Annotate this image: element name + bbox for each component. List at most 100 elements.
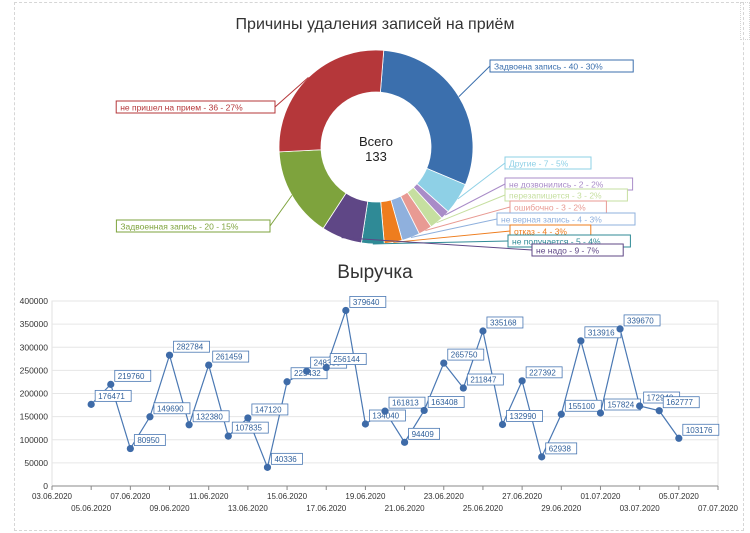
data-label: 157824 (607, 401, 634, 410)
donut-leader-line (393, 230, 511, 243)
data-label-box (94, 389, 132, 402)
data-label: 107835 (235, 424, 262, 433)
revenue-point (616, 325, 624, 333)
donut-label-не-надо-9-7: не надо - 9 - 7% (536, 246, 599, 256)
revenue-point (400, 438, 409, 446)
data-label-box (349, 296, 387, 308)
donut-leader-line (436, 194, 506, 224)
revenue-point (107, 380, 115, 388)
revenue-point (322, 363, 330, 372)
revenue-point (185, 421, 193, 429)
data-label: 379640 (353, 298, 380, 307)
data-label-box (173, 340, 210, 353)
data-label: 103176 (686, 426, 713, 435)
donut-label-задвоена-запись-40-30: Задвоена запись - 40 - 30% (494, 62, 603, 72)
data-label: 162777 (666, 398, 693, 407)
data-label-box (329, 353, 367, 365)
data-label: 339670 (627, 316, 654, 325)
donut-leader-line (458, 65, 491, 97)
data-label-box (466, 373, 504, 386)
donut-center-label: Всего (358, 134, 394, 149)
revenue-point (165, 351, 174, 359)
data-label-box (114, 369, 152, 382)
y-tick-label: 250000 (20, 365, 49, 375)
donut-label-box (115, 219, 271, 233)
data-label-box (682, 423, 720, 436)
revenue-point (577, 337, 585, 345)
revenue-point (342, 306, 350, 315)
data-label-box (623, 314, 661, 327)
data-label: 256144 (333, 355, 360, 364)
data-label: 94409 (412, 430, 435, 439)
x-tick-label: 25.06.2020 (463, 504, 504, 513)
x-tick-label: 09.06.2020 (150, 504, 191, 513)
data-label: 282784 (177, 343, 204, 352)
data-label: 261459 (216, 353, 243, 362)
donut-label-другие-7-5: Другие - 7 - 5% (509, 159, 569, 169)
x-tick-label: 13.06.2020 (228, 504, 269, 513)
data-label-box (153, 402, 191, 415)
revenue-point (263, 463, 272, 471)
revenue-point (459, 384, 467, 392)
donut-label-не-верная-запись-4-3: не верная запись - 4 - 3% (501, 215, 602, 225)
donut-leader-line (372, 240, 509, 245)
data-label-box (133, 434, 166, 446)
donut-label-box (115, 100, 276, 114)
donut-leader-line (425, 206, 511, 231)
revenue-point (283, 378, 291, 386)
donut-label-box (504, 156, 592, 170)
revenue-point (596, 409, 605, 417)
donut-leader-line (444, 183, 506, 216)
revenue-point (538, 453, 546, 461)
x-tick-label: 15.06.2020 (267, 492, 308, 501)
x-tick-label: 01.07.2020 (580, 492, 621, 501)
x-tick-label: 11.06.2020 (189, 492, 229, 501)
data-label-box (564, 399, 602, 412)
data-label: 161813 (392, 399, 419, 408)
donut-label-box (489, 59, 634, 73)
x-tick-label: 07.07.2020 (698, 504, 739, 513)
revenue-point (303, 367, 311, 375)
revenue-point (636, 402, 644, 410)
x-tick-label: 23.06.2020 (424, 492, 465, 501)
data-label: 248336 (314, 359, 341, 368)
data-label-box (408, 427, 440, 440)
data-label: 132990 (510, 412, 537, 421)
revenue-point (146, 413, 154, 421)
x-tick-label: 05.07.2020 (659, 492, 700, 501)
revenue-point (655, 407, 663, 415)
data-label-box (231, 421, 269, 434)
revenue-point (420, 406, 428, 415)
donut-leader-line (410, 218, 498, 238)
y-tick-label: 300000 (20, 342, 49, 352)
x-tick-label: 19.06.2020 (345, 492, 386, 501)
revenue-point (244, 414, 252, 422)
data-label-box (427, 396, 465, 408)
donut-label-ошибочно-3-2: ошибочно - 3 - 2% (514, 203, 586, 213)
donut-leader-line (274, 77, 309, 108)
revenue-point (675, 434, 683, 442)
y-tick-label: 400000 (20, 296, 49, 306)
data-label: 80950 (137, 436, 160, 445)
data-label: 149690 (157, 404, 184, 413)
donut-leader-line (341, 237, 533, 251)
y-tick-label: 150000 (20, 412, 49, 422)
revenue-point (381, 407, 389, 415)
revenue-point (498, 420, 507, 429)
data-label: 134040 (372, 412, 399, 421)
revenue-point (87, 400, 95, 408)
data-label: 211847 (470, 376, 497, 385)
donut-chart: Задвоена запись - 40 - 30% Другие - 7 - 5… (115, 49, 636, 257)
revenue-point (479, 327, 487, 335)
revenue-point (557, 410, 565, 418)
y-tick-label: 50000 (24, 458, 48, 468)
y-tick-label: 0 (43, 481, 48, 491)
revenue-point (361, 420, 370, 428)
data-label-box (212, 350, 250, 363)
donut-label-отказ-4-3: отказ - 4 - 3% (514, 227, 567, 237)
data-label: 265750 (451, 351, 478, 360)
x-tick-label: 05.06.2020 (71, 504, 112, 513)
revenue-point (518, 377, 526, 385)
data-label: 62938 (549, 444, 572, 453)
donut-label-не-дозвонились-2-2: не дозвонились - 2 - 2% (509, 180, 604, 190)
